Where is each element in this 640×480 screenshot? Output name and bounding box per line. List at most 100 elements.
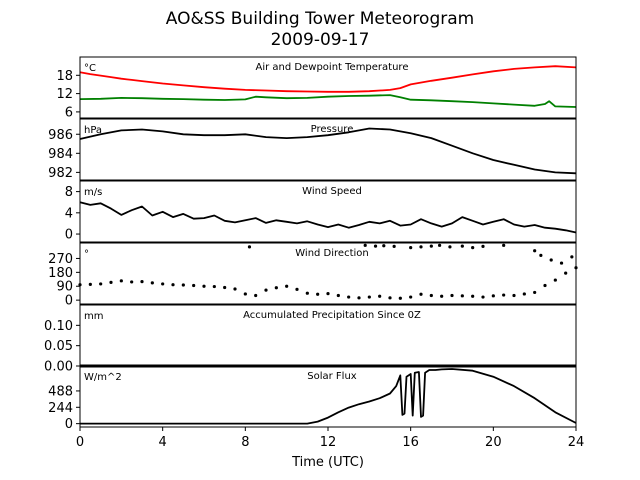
- wind-direction-point: [130, 280, 134, 284]
- wind-direction-point: [212, 284, 216, 289]
- unit-label: °: [84, 249, 89, 260]
- wind-direction-point: [502, 293, 506, 297]
- wind-direction-point: [398, 296, 402, 300]
- wind-direction-point: [378, 294, 382, 298]
- y-tick-label: 0.10: [44, 319, 73, 334]
- wind-direction-point: [522, 292, 526, 296]
- wind-direction-point: [367, 295, 371, 299]
- wind-direction-point: [419, 245, 423, 249]
- wind-direction-point: [336, 293, 340, 298]
- wind-direction-point: [285, 284, 289, 288]
- wind-direction-point: [392, 244, 396, 248]
- wind-direction-point: [181, 283, 185, 287]
- y-tick-label: 0.05: [44, 339, 73, 354]
- wind-direction-point: [553, 278, 557, 282]
- wind-direction-point: [549, 258, 553, 262]
- wind-direction-point: [305, 291, 309, 295]
- y-tick-label: 6: [65, 105, 73, 120]
- wind-direction-point: [409, 295, 413, 299]
- wind-direction-point: [564, 271, 568, 275]
- y-tick-label: 244: [48, 401, 73, 416]
- panel-frame: [79, 56, 577, 119]
- wind-direction-point: [429, 293, 433, 298]
- panel-frame: [79, 180, 577, 243]
- wind-direction-point: [140, 280, 144, 284]
- wind-direction-point: [247, 245, 252, 249]
- panel-title: Solar Flux: [307, 371, 357, 382]
- wind-direction-point: [150, 281, 154, 285]
- y-tick-label: 984: [48, 147, 73, 162]
- y-tick-label: 982: [48, 166, 73, 181]
- wind-direction-point: [460, 294, 464, 298]
- x-tick-label: 16: [402, 435, 419, 450]
- wind-direction-point: [460, 244, 464, 248]
- wind-direction-point: [192, 283, 196, 288]
- wind-direction-point: [373, 244, 378, 248]
- wind-direction-point: [99, 282, 103, 286]
- y-tick-label: 12: [56, 87, 73, 102]
- wind-direction-point: [429, 244, 433, 248]
- y-tick-label: 488: [48, 384, 73, 399]
- y-tick-label: 0: [65, 294, 73, 309]
- unit-label: °C: [84, 63, 96, 74]
- x-axis: 0 4 8 12 16 20 24: [76, 427, 584, 450]
- series-line-2: [79, 94, 577, 108]
- wind-direction-point: [419, 292, 423, 296]
- wind-direction-point: [438, 243, 442, 247]
- wind-direction-point: [533, 249, 537, 253]
- wind-direction-point: [274, 286, 278, 290]
- figure-subtitle: 2009-09-17: [271, 30, 370, 50]
- wind-direction-point: [382, 244, 386, 248]
- wind-direction-point: [448, 245, 452, 249]
- wind-direction-point: [471, 294, 475, 298]
- wind-direction-point: [450, 293, 454, 298]
- y-tick-label: 986: [48, 128, 73, 143]
- panel-2: 982 984 986 hPa Pressure: [48, 118, 577, 181]
- y-tick-label: 8: [65, 185, 73, 200]
- wind-direction-point: [295, 287, 299, 291]
- y-tick-label: 0: [65, 228, 73, 243]
- panel-frame: [79, 118, 577, 181]
- x-tick-label: 4: [159, 435, 167, 450]
- wind-direction-point: [233, 287, 237, 291]
- wind-direction-point: [161, 282, 165, 286]
- wind-direction-point: [440, 294, 444, 298]
- unit-label: mm: [84, 311, 103, 322]
- wind-direction-point: [491, 294, 495, 298]
- figure-title: AO&SS Building Tower Meteorogram: [166, 9, 474, 29]
- panel-title: Wind Direction: [295, 248, 369, 259]
- wind-direction-point: [264, 288, 268, 292]
- wind-direction-point: [481, 295, 485, 299]
- y-tick-label: 270: [48, 252, 73, 267]
- wind-direction-point: [512, 293, 516, 298]
- wind-direction-point: [347, 295, 351, 299]
- wind-direction-point: [171, 283, 175, 287]
- wind-direction-point: [363, 243, 367, 247]
- x-tick-label: 12: [320, 435, 337, 450]
- wind-direction-point: [539, 253, 543, 257]
- series-line-1: [80, 368, 577, 425]
- x-tick-label: 24: [568, 435, 585, 450]
- series-line-1: [79, 127, 577, 175]
- wind-direction-point: [357, 296, 361, 300]
- panel-frame: [79, 242, 577, 305]
- wind-direction-point: [543, 283, 547, 288]
- y-tick-label: 0: [65, 417, 73, 432]
- wind-direction-point: [481, 244, 485, 248]
- wind-direction-point: [388, 296, 392, 300]
- unit-label: m/s: [84, 187, 102, 198]
- y-tick-label: 90: [56, 280, 73, 295]
- panel-title: Accumulated Precipitation Since 0Z: [243, 310, 421, 321]
- wind-direction-point: [570, 255, 574, 259]
- y-tick-label: 4: [65, 206, 73, 221]
- x-axis-label: Time (UTC): [291, 455, 364, 470]
- panel-title: Pressure: [311, 124, 354, 135]
- wind-direction-point: [202, 284, 206, 288]
- wind-direction-point: [223, 285, 227, 290]
- wind-direction-point: [119, 279, 123, 283]
- panel-title: Air and Dewpoint Temperature: [256, 62, 409, 73]
